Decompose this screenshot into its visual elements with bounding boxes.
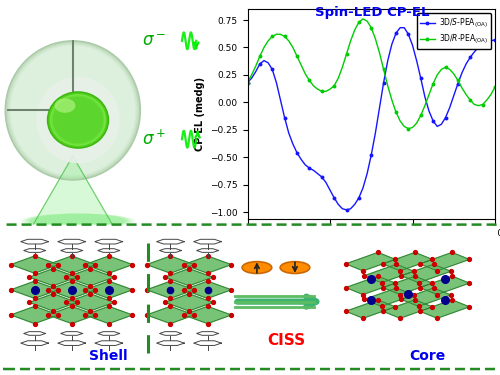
Ellipse shape (53, 97, 103, 143)
Ellipse shape (48, 93, 108, 147)
Text: Spin-LED CP-EL: Spin-LED CP-EL (316, 6, 430, 19)
Polygon shape (48, 256, 96, 273)
3D/$S$-PEA$_{\rm(OA)}$ (467, 55, 473, 60)
Polygon shape (346, 252, 395, 271)
Polygon shape (420, 276, 470, 294)
Line: 3D/$R$-PEA$_{\rm(OA)}$: 3D/$R$-PEA$_{\rm(OA)}$ (246, 18, 496, 130)
3D/$S$-PEA$_{\rm(OA)}$ (380, 80, 386, 85)
3D/$R$-PEA$_{\rm(OA)}$ (406, 126, 411, 131)
3D/$R$-PEA$_{\rm(OA)}$ (331, 84, 337, 88)
Polygon shape (166, 268, 212, 286)
Polygon shape (383, 300, 432, 318)
3D/$S$-PEA$_{\rm(OA)}$ (401, 26, 407, 30)
Y-axis label: CP-EL (medg): CP-EL (medg) (194, 77, 204, 152)
3D/$R$-PEA$_{\rm(OA)}$ (302, 72, 308, 76)
3D/$R$-PEA$_{\rm(OA)}$ (360, 16, 366, 21)
Ellipse shape (54, 98, 76, 113)
Polygon shape (420, 252, 470, 271)
Polygon shape (30, 294, 77, 311)
Text: Core: Core (409, 349, 446, 363)
Polygon shape (146, 256, 194, 273)
Text: $\sigma^-$: $\sigma^-$ (142, 32, 166, 50)
Ellipse shape (22, 214, 134, 228)
3D/$R$-PEA$_{\rm(OA)}$ (380, 67, 386, 72)
Ellipse shape (36, 77, 119, 163)
Polygon shape (346, 276, 395, 294)
3D/$R$-PEA$_{\rm(OA)}$ (294, 54, 300, 58)
3D/$R$-PEA$_{\rm(OA)}$ (492, 85, 498, 89)
3D/$S$-PEA$_{\rm(OA)}$ (492, 38, 498, 42)
Polygon shape (48, 281, 96, 298)
Ellipse shape (52, 96, 104, 144)
Polygon shape (184, 281, 231, 298)
Polygon shape (31, 156, 114, 228)
3D/$S$-PEA$_{\rm(OA)}$ (294, 150, 300, 155)
Polygon shape (11, 281, 58, 298)
Polygon shape (364, 288, 414, 306)
Polygon shape (66, 294, 114, 311)
Polygon shape (85, 256, 132, 273)
Polygon shape (85, 281, 132, 298)
Ellipse shape (9, 44, 136, 176)
Legend: 3D/$S$-PEA$_{\rm(OA)}$, 3D/$R$-PEA$_{\rm(OA)}$: 3D/$S$-PEA$_{\rm(OA)}$, 3D/$R$-PEA$_{\rm… (416, 13, 491, 49)
3D/$R$-PEA$_{\rm(OA)}$ (397, 119, 403, 123)
Polygon shape (184, 306, 231, 324)
Text: Shell: Shell (90, 349, 128, 363)
3D/$S$-PEA$_{\rm(OA)}$ (331, 195, 337, 200)
3D/$S$-PEA$_{\rm(OA)}$ (344, 208, 349, 212)
Ellipse shape (28, 214, 128, 228)
Polygon shape (184, 256, 231, 273)
FancyBboxPatch shape (0, 225, 500, 369)
Ellipse shape (20, 214, 136, 228)
Text: $\sigma^+$: $\sigma^+$ (142, 129, 166, 149)
3D/$S$-PEA$_{\rm(OA)}$ (302, 163, 308, 167)
Ellipse shape (30, 214, 126, 228)
Polygon shape (383, 252, 432, 271)
Ellipse shape (10, 46, 135, 175)
Ellipse shape (280, 262, 310, 273)
Ellipse shape (24, 214, 132, 228)
Polygon shape (364, 264, 414, 283)
Polygon shape (402, 264, 451, 283)
Polygon shape (85, 306, 132, 324)
3D/$S$-PEA$_{\rm(OA)}$ (244, 80, 250, 85)
Ellipse shape (6, 42, 139, 179)
Polygon shape (402, 288, 451, 306)
Polygon shape (346, 300, 395, 318)
Ellipse shape (8, 43, 138, 178)
Polygon shape (30, 268, 77, 286)
Polygon shape (11, 306, 58, 324)
Polygon shape (166, 294, 212, 311)
Polygon shape (146, 306, 194, 324)
Ellipse shape (242, 262, 272, 273)
3D/$R$-PEA$_{\rm(OA)}$ (467, 98, 473, 102)
Polygon shape (383, 276, 432, 294)
Polygon shape (66, 268, 114, 286)
Text: CISS: CISS (268, 333, 306, 348)
Ellipse shape (5, 41, 140, 180)
X-axis label: Wavelength (nm): Wavelength (nm) (324, 244, 419, 254)
3D/$R$-PEA$_{\rm(OA)}$ (244, 80, 250, 85)
3D/$S$-PEA$_{\rm(OA)}$ (397, 26, 403, 30)
Polygon shape (146, 281, 194, 298)
Polygon shape (420, 300, 470, 318)
Polygon shape (11, 256, 58, 273)
Ellipse shape (47, 91, 109, 149)
Line: 3D/$S$-PEA$_{\rm(OA)}$: 3D/$S$-PEA$_{\rm(OA)}$ (246, 27, 496, 211)
Ellipse shape (50, 94, 106, 146)
Polygon shape (48, 306, 96, 324)
